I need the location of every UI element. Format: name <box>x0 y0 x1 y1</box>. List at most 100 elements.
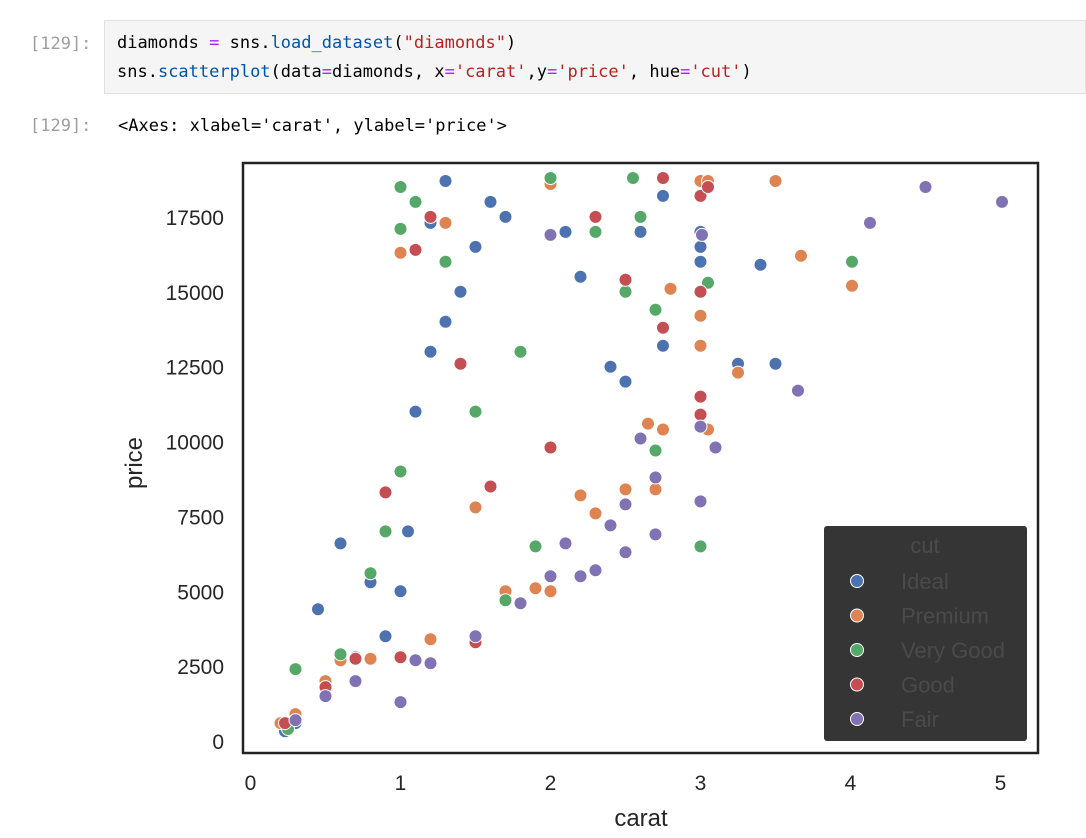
point-very-good <box>393 221 408 236</box>
point-fair <box>558 536 573 551</box>
legend-marker <box>850 712 864 726</box>
code-token: ,y <box>526 62 547 82</box>
legend-marker <box>850 677 864 692</box>
point-good <box>393 650 408 665</box>
point-very-good <box>513 344 528 359</box>
point-good <box>693 284 708 299</box>
point-good <box>423 209 438 224</box>
point-fair <box>693 419 708 434</box>
point-ideal <box>438 314 453 329</box>
output-prompt: [129]: <box>30 116 92 136</box>
code-token: ( <box>393 33 404 53</box>
point-ideal <box>408 404 423 419</box>
point-very-good <box>468 404 483 419</box>
code-token: = <box>546 62 558 82</box>
point-very-good <box>648 302 663 317</box>
point-fair <box>708 440 723 455</box>
point-ideal <box>558 224 573 239</box>
point-fair <box>348 674 363 689</box>
y-tick-label: 10000 <box>166 432 224 455</box>
point-fair <box>543 569 558 584</box>
point-premium <box>641 416 655 431</box>
legend-marker <box>850 643 864 657</box>
point-fair <box>393 695 408 710</box>
y-tick-label: 15000 <box>166 282 224 305</box>
point-very-good <box>288 662 303 677</box>
point-ideal <box>311 602 325 617</box>
y-tick-label: 5000 <box>177 581 224 604</box>
x-tick-label: 5 <box>995 772 1007 795</box>
point-good <box>693 407 708 422</box>
point-ideal <box>768 356 783 371</box>
code-token: (data <box>270 62 322 82</box>
y-tick-label: 12500 <box>166 357 224 380</box>
point-fair <box>995 194 1009 209</box>
point-premium <box>363 651 378 666</box>
code-token: sns. <box>219 33 271 53</box>
code-cell[interactable]: diamonds = sns.load_dataset("diamonds") … <box>104 20 1086 94</box>
y-tick-label: 7500 <box>177 506 224 529</box>
point-ideal <box>656 338 670 353</box>
legend-box <box>824 526 1027 741</box>
point-premium <box>768 174 783 188</box>
code-token: diamonds <box>117 33 210 53</box>
point-fair <box>693 494 708 509</box>
point-premium <box>656 422 670 437</box>
point-good <box>588 209 603 224</box>
code-token: = <box>680 62 691 82</box>
point-good <box>348 651 363 666</box>
point-premium <box>423 632 438 647</box>
point-very-good <box>528 539 543 554</box>
x-axis-label: carat <box>614 805 668 832</box>
legend-label: Premium <box>901 604 989 629</box>
axes-frame <box>241 161 1040 755</box>
code-token: load_dataset <box>270 33 394 53</box>
point-fair <box>633 431 648 446</box>
point-fair <box>318 689 333 704</box>
y-axis-label: price <box>121 437 148 489</box>
point-ideal <box>573 269 588 284</box>
point-ideal <box>498 209 513 224</box>
point-premium <box>648 482 663 497</box>
point-premium <box>693 338 708 353</box>
legend-marker <box>850 608 864 623</box>
output-text: <Axes: xlabel='carat', ylabel='price'> <box>118 116 507 136</box>
x-tick-label: 2 <box>545 772 557 795</box>
x-tick-label: 3 <box>695 772 707 795</box>
point-good <box>543 440 558 455</box>
point-ideal <box>423 344 438 359</box>
code-token: 'price' <box>557 62 629 82</box>
ticks-layer: 0 1 2 3 4 5 0 2500 5000 7500 10000 12500 15000 17500 <box>166 207 1007 795</box>
legend-title: cut <box>910 533 939 558</box>
point-ideal <box>603 359 618 374</box>
point-premium <box>573 488 588 503</box>
point-premium <box>731 365 745 380</box>
point-good <box>693 389 708 404</box>
x-tick-label: 1 <box>395 772 407 795</box>
point-ideal <box>401 524 415 539</box>
point-good <box>656 171 670 185</box>
point-very-good <box>408 194 423 209</box>
point-ideal <box>656 188 670 203</box>
point-fair <box>648 470 663 485</box>
point-fair <box>863 215 877 230</box>
code-token: , hue <box>628 62 681 82</box>
point-good <box>656 320 670 335</box>
point-ideal <box>693 239 708 254</box>
point-fair <box>695 227 709 242</box>
point-premium <box>663 281 678 296</box>
y-tick-label: 0 <box>212 731 224 754</box>
point-ideal <box>483 194 498 209</box>
point-good <box>408 242 423 257</box>
point-premium <box>618 482 633 497</box>
point-good <box>693 188 708 203</box>
code-token: = <box>444 62 455 82</box>
point-very-good <box>333 647 348 662</box>
point-very-good <box>363 566 378 581</box>
point-very-good <box>393 180 408 194</box>
point-fair <box>408 653 423 668</box>
point-ideal <box>378 629 393 644</box>
point-fair <box>423 656 438 671</box>
point-very-good <box>438 254 453 269</box>
point-premium <box>438 215 453 230</box>
